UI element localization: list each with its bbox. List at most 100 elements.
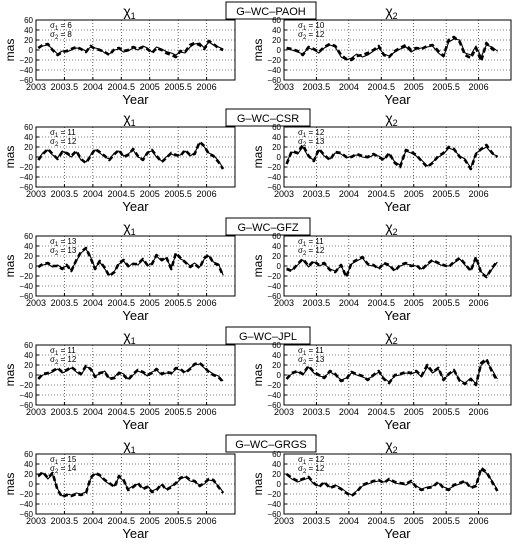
panel-title-subscript: 1 xyxy=(131,445,136,455)
panel-title-subscript: 1 xyxy=(131,11,136,21)
series-line-solid xyxy=(38,41,224,56)
panel-title: χ2 xyxy=(385,437,397,455)
x-tick-label: 2005 xyxy=(140,407,160,417)
panel-title-symbol: χ xyxy=(385,328,393,344)
sigma-value: = 12 xyxy=(306,246,325,255)
panel-title-symbol: χ xyxy=(385,3,393,19)
y-tick-label: 20 xyxy=(24,361,33,370)
y-tick-label: −20 xyxy=(267,490,281,499)
sigma-symbol: σ xyxy=(50,346,55,355)
sigma-symbol: σ xyxy=(50,246,55,255)
y-tick-label: 0 xyxy=(277,262,282,271)
y-tick-label: −40 xyxy=(267,282,281,291)
y-tick-label: −40 xyxy=(19,391,33,400)
x-tick-label: 2004 xyxy=(83,298,103,308)
y-tick-label: −60 xyxy=(19,76,33,85)
x-axis-label: Year xyxy=(122,199,149,214)
sigma-label: σ1 = 11 xyxy=(298,237,324,248)
x-tick-label: 2006 xyxy=(197,298,217,308)
y-tick-label: 40 xyxy=(272,351,281,360)
x-tick-label: 2004.5 xyxy=(108,516,136,526)
y-tick-label: 40 xyxy=(272,460,281,469)
sigma-value: = 11 xyxy=(58,346,76,355)
y-tick-label: 40 xyxy=(272,133,281,142)
sigma-subscript: 1 xyxy=(55,460,59,466)
sigma-subscript: 1 xyxy=(303,460,307,466)
y-axis-label: mas xyxy=(3,255,17,278)
y-tick-label: 60 xyxy=(272,16,281,25)
panel-3-0: 2003 2003.5 2004 2004.5 2005 2005.5 2006 −60−40… xyxy=(3,328,236,432)
sigma-value: = 12 xyxy=(306,128,325,137)
sigma-value: = 13 xyxy=(306,355,325,364)
x-tick-label: 2003.5 xyxy=(303,407,331,417)
x-tick-label: 2003 xyxy=(274,407,294,417)
sigma-value: = 13 xyxy=(58,237,77,246)
sigma-symbol: σ xyxy=(50,355,55,364)
y-axis-label: mas xyxy=(251,146,265,169)
sigma-label: σ2 = 13 xyxy=(298,355,325,366)
x-tick-label: 2003.5 xyxy=(51,516,79,526)
y-tick-label: 0 xyxy=(277,153,282,162)
y-tick-label: −20 xyxy=(19,163,33,172)
x-axis-label: Year xyxy=(384,199,411,214)
y-tick-label: 20 xyxy=(272,252,281,261)
y-tick-label: −60 xyxy=(267,76,281,85)
x-tick-label: 2003.5 xyxy=(51,407,79,417)
y-tick-label: 40 xyxy=(24,26,33,35)
y-axis-label: mas xyxy=(251,255,265,278)
panel-title-subscript: 1 xyxy=(131,227,136,237)
sigma-subscript: 1 xyxy=(303,351,307,357)
x-tick-label: 2006 xyxy=(469,407,489,417)
panel-title: χ1 xyxy=(123,3,135,21)
x-tick-label: 2005.5 xyxy=(432,82,460,92)
x-tick-label: 2005 xyxy=(140,82,160,92)
sigma-subscript: 2 xyxy=(55,360,59,366)
sigma-label: σ1 = 12 xyxy=(298,455,325,466)
x-tick-label: 2006 xyxy=(197,516,217,526)
sigma-symbol: σ xyxy=(50,464,55,473)
panel-3-1: 2003 2003.5 2004 2004.5 2005 2005.5 2006 −60−40… xyxy=(251,328,512,432)
x-tick-label: 2005.5 xyxy=(432,516,460,526)
x-tick-label: 2005 xyxy=(404,189,424,199)
series-line-dashed xyxy=(285,143,499,171)
x-tick-label: 2004.5 xyxy=(368,298,396,308)
series-line-dashed xyxy=(37,39,224,59)
sigma-label: σ2 = 13 xyxy=(298,137,325,148)
panel-title-subscript: 2 xyxy=(393,118,398,128)
x-tick-label: 2003 xyxy=(26,298,46,308)
panel-title-symbol: χ xyxy=(123,110,131,126)
sigma-value: = 14 xyxy=(58,464,77,473)
y-tick-label: 0 xyxy=(29,153,34,162)
x-tick-label: 2005 xyxy=(404,407,424,417)
y-tick-label: −20 xyxy=(267,272,281,281)
sigma-symbol: σ xyxy=(298,237,303,246)
x-axis-label: Year xyxy=(122,92,149,107)
x-tick-label: 2003 xyxy=(26,516,46,526)
y-tick-label: 40 xyxy=(24,242,33,251)
x-tick-label: 2003 xyxy=(274,189,294,199)
x-tick-label: 2003 xyxy=(274,82,294,92)
sigma-label: σ2 = 12 xyxy=(298,464,325,475)
y-tick-label: −40 xyxy=(19,500,33,509)
sigma-symbol: σ xyxy=(298,128,303,137)
y-axis-label: mas xyxy=(3,146,17,169)
x-tick-label: 2004.5 xyxy=(108,407,136,417)
sigma-symbol: σ xyxy=(298,21,303,30)
sigma-subscript: 1 xyxy=(55,242,59,248)
series-line-dashed xyxy=(37,140,225,170)
x-tick-label: 2003 xyxy=(26,189,46,199)
sigma-subscript: 2 xyxy=(303,251,307,257)
sigma-value: = 15 xyxy=(58,455,77,464)
panel-title: χ2 xyxy=(385,3,397,21)
y-tick-label: 40 xyxy=(272,26,281,35)
x-axis-label: Year xyxy=(122,308,149,323)
y-tick-label: 0 xyxy=(29,46,34,55)
sigma-value: = 6 xyxy=(58,21,72,30)
y-tick-label: −60 xyxy=(267,510,281,519)
panel-title-symbol: χ xyxy=(385,437,393,453)
x-tick-label: 2003.5 xyxy=(51,298,79,308)
